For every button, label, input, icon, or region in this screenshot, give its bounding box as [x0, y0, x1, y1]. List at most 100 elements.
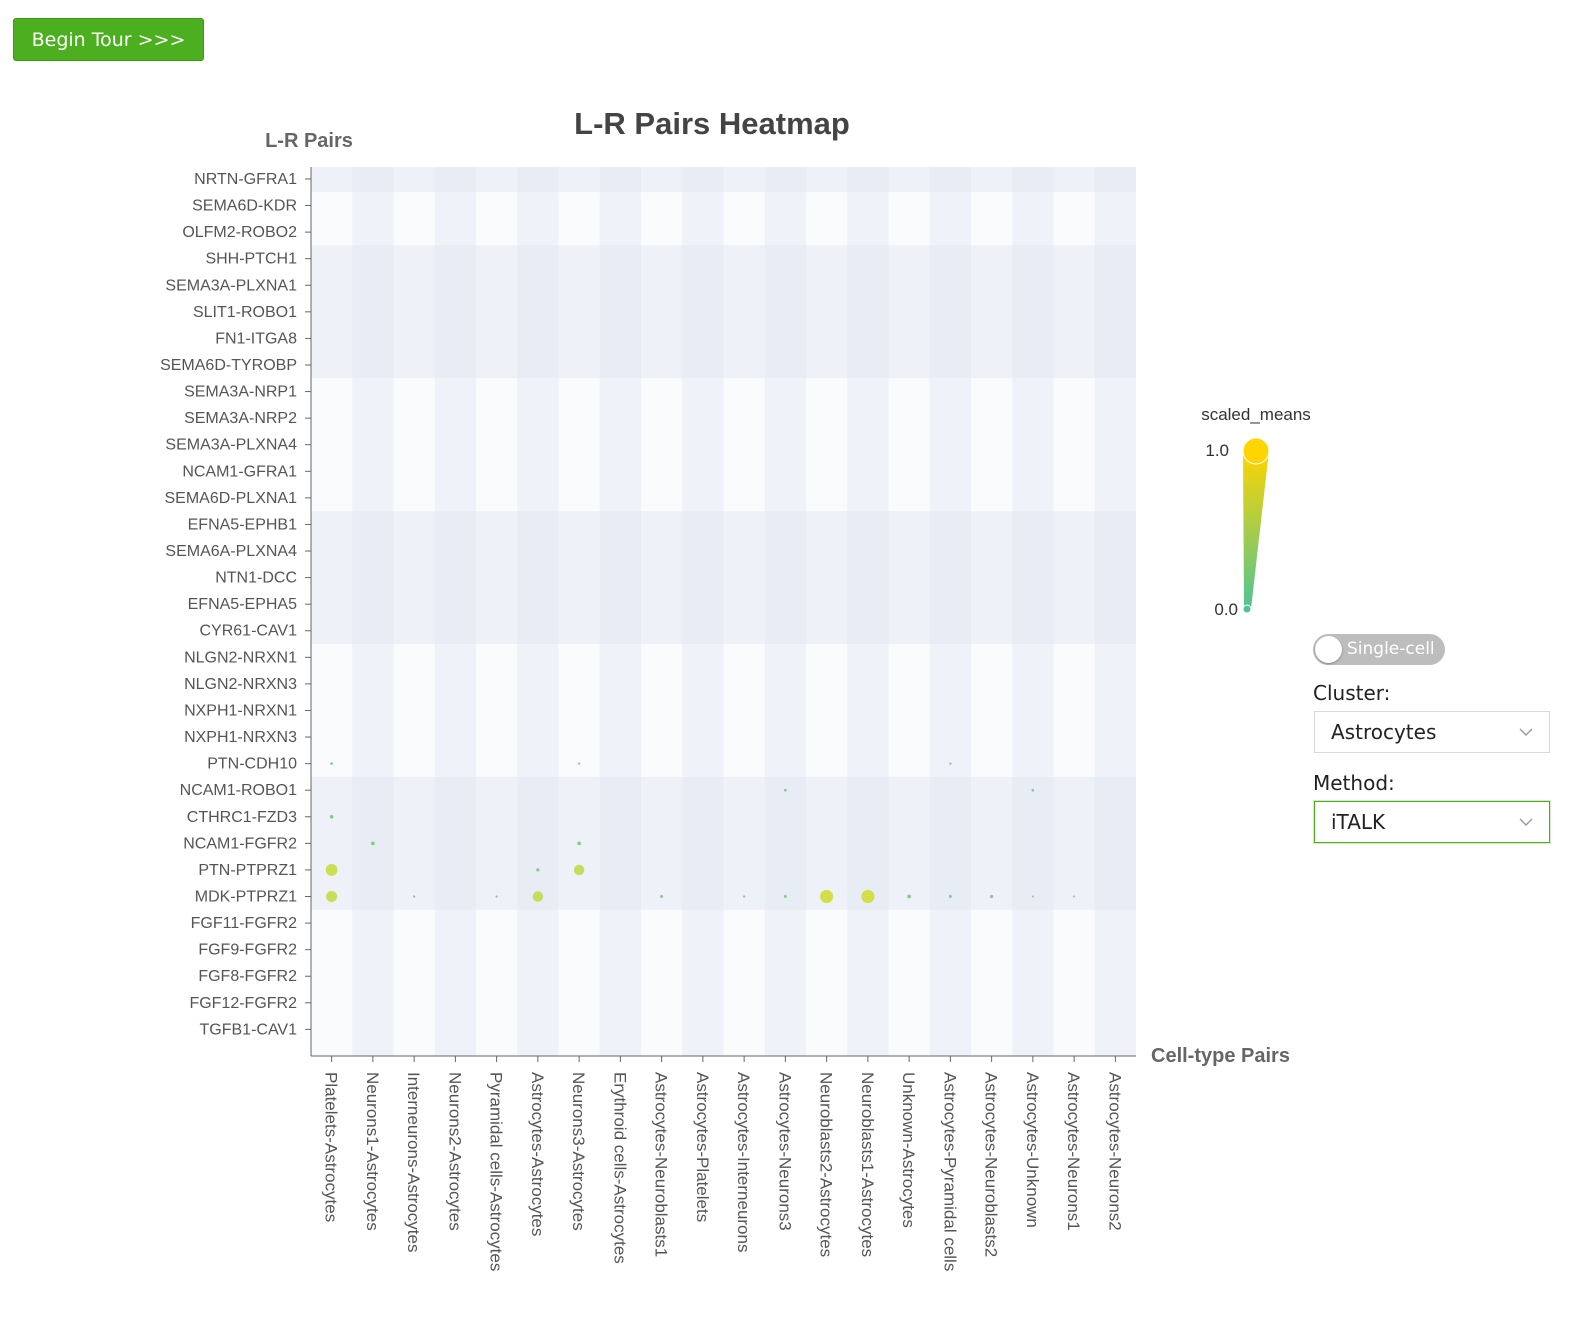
legend-min-circle — [1242, 604, 1252, 614]
heatmap-dot — [660, 895, 664, 898]
y-tick-label: NTN1-DCC — [215, 570, 297, 587]
x-tick-label: Neurons3-Astrocytes — [569, 1072, 588, 1231]
x-tick-label: Astrocytes-Unknown — [1023, 1072, 1042, 1228]
x-tick-label: Astrocytes-Neuroblasts1 — [652, 1072, 671, 1257]
y-tick-label: SEMA6D-TYROBP — [160, 357, 297, 374]
heatmap-dot — [783, 895, 787, 898]
heatmap-dot — [577, 841, 581, 846]
legend-max-label: 1.0 — [1205, 441, 1229, 460]
y-tick-label: NCAM1-ROBO1 — [180, 782, 297, 799]
column-band — [434, 167, 476, 1056]
y-tick-label: NCAM1-FGFR2 — [183, 835, 297, 852]
y-tick-label: FGF11-FGFR2 — [191, 915, 297, 932]
column-band — [764, 167, 806, 1056]
y-tick-label: NLGN2-NRXN1 — [184, 649, 297, 666]
heatmap-dot — [577, 762, 581, 765]
cluster-label: Cluster: — [1313, 681, 1391, 705]
heatmap-dot — [949, 762, 952, 765]
color-legend: scaled_means 1.0 0.0 — [1201, 405, 1311, 619]
heatmap-dot — [325, 864, 338, 876]
y-axis-title: L-R Pairs — [265, 130, 353, 152]
y-tick-label: SEMA3A-NRP1 — [184, 384, 297, 401]
y-tick-label: EFNA5-EPHA5 — [188, 596, 297, 613]
row-band — [311, 192, 1136, 246]
begin-tour-button[interactable]: Begin Tour >>> — [13, 18, 204, 61]
y-tick-label: FGF12-FGFR2 — [189, 995, 297, 1012]
heatmap-dot — [1031, 788, 1035, 792]
y-tick-label: SHH-PTCH1 — [205, 251, 297, 268]
x-tick-label: Astrocytes-Platelets — [693, 1072, 712, 1222]
x-tick-label: Pyramidal cells-Astrocytes — [487, 1072, 506, 1271]
y-tick-label: TGFB1-CAV1 — [200, 1021, 298, 1038]
legend-max-circle — [1242, 437, 1270, 465]
column-band — [517, 167, 559, 1056]
y-tick-label: NRTN-GFRA1 — [194, 171, 297, 188]
y-axis-ticks: NRTN-GFRA1 SEMA6D-KDR OLFM2-ROBO2 SHH-PTCH1… — [160, 171, 311, 1038]
heatmap-dot — [990, 894, 994, 899]
y-tick-label: MDK-PTPRZ1 — [195, 889, 297, 906]
heatmap-dot — [784, 788, 787, 792]
y-tick-label: SEMA6A-PLXNA4 — [165, 543, 297, 560]
method-select[interactable]: iTALK — [1314, 801, 1550, 843]
row-bands — [311, 167, 1136, 1056]
y-tick-label: NXPH1-NRXN3 — [184, 729, 297, 746]
column-band — [847, 167, 889, 1056]
legend-title: scaled_means — [1201, 405, 1311, 424]
x-axis-ticks: Platelets-Astrocytes Neurons1-Astrocytes I… — [322, 1056, 1124, 1271]
heatmap-dot — [820, 889, 834, 904]
y-tick-label: SLIT1-ROBO1 — [193, 304, 297, 321]
chevron-down-icon — [1519, 818, 1533, 826]
single-cell-toggle[interactable]: Single-cell — [1313, 634, 1445, 665]
x-tick-label: Astrocytes-Pyramidal cells — [940, 1072, 959, 1271]
x-tick-label: Interneurons-Astrocytes — [404, 1072, 423, 1252]
column-bands — [352, 167, 1136, 1056]
row-band — [311, 909, 1136, 1056]
heatmap-dot — [907, 894, 911, 899]
x-tick-label: Astrocytes-Interneurons — [734, 1072, 753, 1252]
heatmap-dot — [326, 890, 338, 903]
y-tick-label: CYR61-CAV1 — [199, 623, 297, 640]
row-band — [311, 167, 1136, 193]
y-tick-label: PTN-PTPRZ1 — [198, 862, 297, 879]
heatmap-dot — [329, 814, 334, 819]
row-band — [311, 245, 1136, 379]
heatmap-dot — [742, 895, 746, 898]
row-band — [311, 776, 1136, 910]
data-points — [325, 762, 1076, 904]
x-tick-label: Astrocytes-Neuroblasts2 — [982, 1072, 1001, 1257]
y-tick-label: FN1-ITGA8 — [215, 330, 297, 347]
heatmap-dot — [861, 889, 875, 904]
y-tick-label: SEMA6D-KDR — [192, 198, 297, 215]
chevron-down-icon — [1519, 728, 1533, 736]
x-axis-title: Cell-type Pairs — [1151, 1045, 1290, 1067]
legend-min-label: 0.0 — [1214, 600, 1238, 619]
y-tick-label: NXPH1-NRXN1 — [184, 702, 297, 719]
y-tick-label: NLGN2-NRXN3 — [184, 676, 297, 693]
cluster-select-value: Astrocytes — [1331, 720, 1437, 744]
y-tick-label: SEMA3A-NRP2 — [184, 410, 297, 427]
heatmap-dot — [371, 841, 375, 846]
heatmap-dot — [573, 864, 585, 876]
cluster-select[interactable]: Astrocytes — [1314, 711, 1550, 753]
heatmap-dot — [330, 762, 333, 765]
method-select-value: iTALK — [1331, 810, 1386, 834]
y-tick-label: CTHRC1-FZD3 — [187, 809, 297, 826]
chart-title: L-R Pairs Heatmap — [574, 106, 850, 141]
x-tick-label: Erythroid cells-Astrocytes — [610, 1072, 629, 1264]
y-tick-label: FGF8-FGFR2 — [198, 968, 297, 985]
heatmap-dot — [1073, 895, 1076, 898]
column-band — [929, 167, 971, 1056]
y-tick-label: PTN-CDH10 — [207, 756, 297, 773]
x-tick-label: Astrocytes-Neurons1 — [1064, 1072, 1083, 1231]
y-tick-label: EFNA5-EPHB1 — [188, 516, 297, 533]
y-tick-label: SEMA3A-PLXNA4 — [165, 437, 297, 454]
y-tick-label: SEMA3A-PLXNA1 — [165, 277, 297, 294]
column-band — [682, 167, 724, 1056]
legend-gradient-bar — [1243, 451, 1269, 609]
heatmap-dot — [412, 895, 416, 898]
method-label: Method: — [1313, 771, 1395, 795]
x-tick-label: Neuroblasts2-Astrocytes — [817, 1072, 836, 1257]
column-band — [352, 167, 394, 1056]
heatmap-dot — [532, 891, 544, 902]
